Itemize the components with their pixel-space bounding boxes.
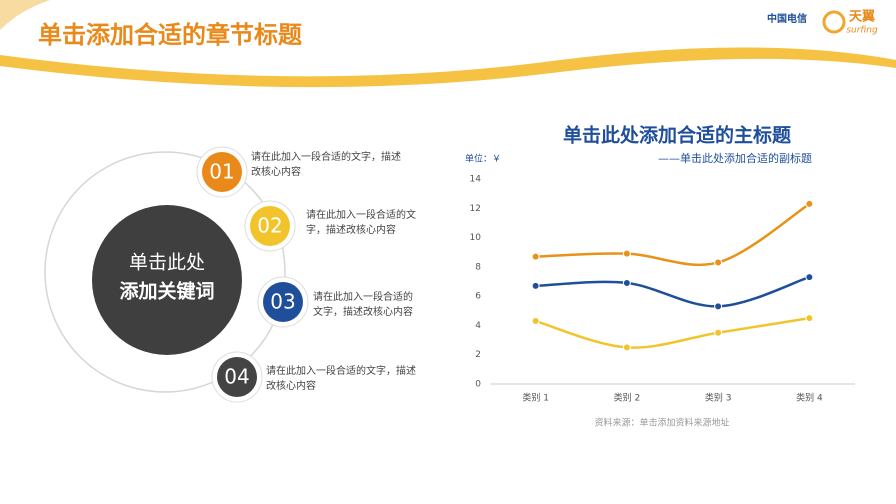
y-tick-label: 10 bbox=[470, 233, 482, 243]
corner-deco bbox=[0, 0, 50, 30]
y-tick-label: 2 bbox=[475, 350, 481, 360]
logo-brand: 中国电信 bbox=[767, 12, 807, 25]
item-text: 请在此加入一段合适的文字，描述改核心内容 bbox=[266, 366, 416, 392]
chart-subtitle: ——单击此处添加合适的副标题 bbox=[658, 151, 812, 165]
y-tick-label: 4 bbox=[475, 321, 481, 331]
chart-title: 单击此处添加合适的主标题 bbox=[563, 124, 791, 147]
series-line bbox=[535, 275, 810, 308]
data-point bbox=[714, 328, 723, 337]
data-point bbox=[714, 258, 723, 267]
header-title: 单击添加合适的章节标题 bbox=[38, 21, 302, 49]
x-tick-label: 类别 2 bbox=[614, 392, 641, 404]
item-circle bbox=[202, 152, 242, 192]
item-circle bbox=[250, 206, 290, 246]
center-text: 添加关键词 bbox=[119, 280, 214, 303]
x-tick-label: 类别 3 bbox=[705, 392, 732, 404]
data-point bbox=[531, 317, 540, 326]
data-point bbox=[622, 343, 631, 352]
item-number: 01 bbox=[209, 160, 234, 184]
data-point bbox=[714, 302, 723, 311]
header-swoosh bbox=[0, 47, 896, 88]
item-circle bbox=[263, 282, 303, 322]
data-point bbox=[805, 273, 814, 282]
item-number: 03 bbox=[270, 290, 295, 314]
x-tick-label: 类别 4 bbox=[796, 392, 823, 404]
logo-icon bbox=[822, 10, 846, 34]
item-text: 请在此加入一段合适的文字，描述改核心内容 bbox=[313, 292, 413, 318]
data-point bbox=[805, 314, 814, 323]
data-point bbox=[622, 249, 631, 258]
y-tick-label: 14 bbox=[470, 175, 482, 185]
outer-ring bbox=[44, 151, 286, 393]
series-line bbox=[535, 202, 811, 267]
data-point bbox=[531, 281, 540, 290]
y-tick-label: 6 bbox=[475, 292, 481, 302]
center-circle bbox=[92, 205, 242, 355]
item-text: 请在此加入一段合适的文字，描述改核心内容 bbox=[251, 152, 401, 178]
item-text: 请在此加入一段合适的文字，描述改核心内容 bbox=[306, 210, 416, 236]
x-tick-label: 类别 1 bbox=[522, 392, 549, 404]
y-tick-label: 12 bbox=[470, 204, 481, 214]
item-number: 02 bbox=[257, 214, 282, 238]
data-point bbox=[531, 252, 540, 261]
logo-product-en: surfing bbox=[846, 26, 878, 36]
item-number: 04 bbox=[224, 365, 249, 389]
center-text: 单击此处 bbox=[129, 252, 205, 274]
data-point bbox=[622, 278, 631, 287]
y-tick-label: 0 bbox=[475, 380, 481, 390]
item-circle bbox=[217, 357, 257, 397]
logo-product: 天翼 bbox=[849, 10, 875, 25]
y-tick-label: 8 bbox=[475, 262, 481, 272]
series-line bbox=[535, 316, 810, 349]
data-point bbox=[805, 199, 814, 208]
unit-label: 单位：￥ bbox=[465, 153, 501, 165]
source: 资料来源：单击添加资料来源地址 bbox=[594, 417, 729, 429]
